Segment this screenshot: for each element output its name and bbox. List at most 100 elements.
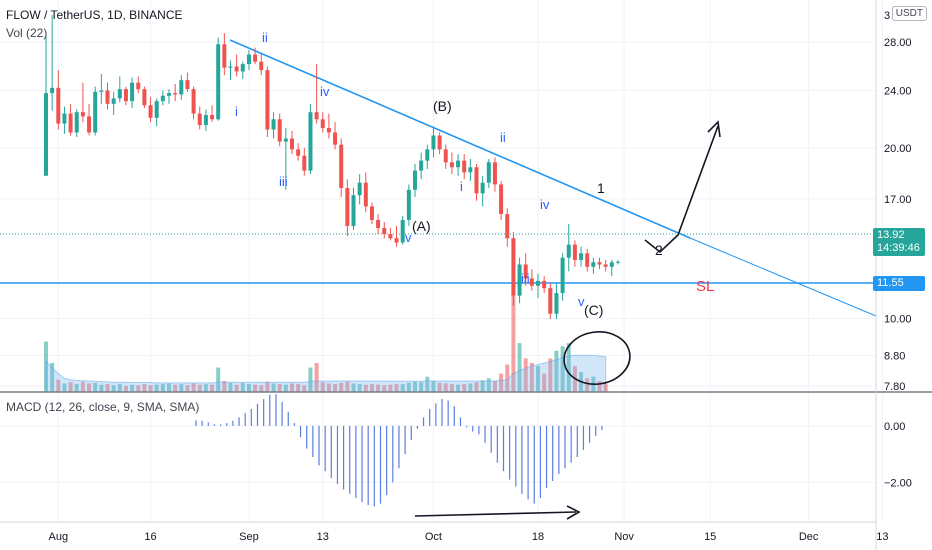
volume-bar — [246, 384, 251, 392]
volume-legend[interactable]: Vol (22) — [6, 26, 48, 40]
candle-body — [179, 80, 184, 95]
candlestick-series — [44, 15, 620, 320]
candle-body — [425, 149, 430, 161]
volume-bar — [148, 385, 153, 392]
candle-body — [277, 119, 282, 142]
candle-body — [136, 82, 141, 90]
candle-body — [80, 112, 85, 117]
wave-label: iii — [521, 271, 530, 286]
volume-bar — [105, 384, 110, 392]
volume-bar — [339, 382, 344, 392]
volume-bar — [136, 385, 141, 392]
volume-bar — [99, 384, 104, 392]
volume-bar — [203, 384, 208, 392]
candle-body — [333, 132, 338, 145]
volume-bar — [443, 383, 448, 392]
candle-body — [253, 54, 258, 62]
volume-bar — [117, 384, 122, 392]
volume-bar — [234, 384, 239, 392]
volume-bar — [56, 379, 61, 392]
volume-bar — [499, 373, 504, 392]
current-price-value: 13.92 — [877, 229, 905, 241]
time-axis[interactable]: Aug 16 Sep 13 Oct 18 Nov 15 Dec 13 — [49, 531, 889, 543]
macd-axis[interactable]: 0.00 −2.00 — [884, 421, 912, 490]
time-tick-label: Sep — [239, 531, 259, 543]
candle-body — [554, 293, 559, 314]
volume-bar — [536, 366, 540, 392]
candle-body — [579, 253, 584, 260]
volume-bar — [468, 383, 473, 392]
volume-bar — [585, 378, 590, 392]
volume-bar — [486, 378, 491, 392]
volume-bar — [413, 381, 417, 392]
symbol-legend[interactable]: FLOW / TetherUS, 1D, BINANCE — [6, 8, 183, 22]
candle-body — [326, 127, 331, 133]
volume-ma-area — [45, 354, 607, 393]
descending-trendline-extension — [689, 237, 877, 317]
volume-bar — [222, 381, 227, 392]
time-tick-label: 15 — [704, 531, 716, 543]
candle-body — [142, 89, 147, 106]
volume-bar — [363, 384, 368, 392]
candle-body — [117, 89, 122, 99]
volume-bar — [130, 384, 135, 392]
volume-bar — [474, 382, 479, 392]
candle-body — [474, 167, 479, 194]
volume-bar — [185, 385, 190, 392]
candle-body — [560, 257, 565, 294]
volume-bar — [228, 382, 233, 392]
volume-bar — [62, 383, 67, 392]
candle-body — [148, 105, 153, 118]
volume-bar — [437, 382, 442, 392]
macd-legend[interactable]: MACD (12, 26, close, 9, SMA, SMA) — [6, 400, 200, 414]
candle-body — [271, 119, 276, 130]
candle-body — [302, 155, 307, 171]
volume-bar — [111, 385, 116, 392]
candle-body — [468, 167, 473, 173]
volume-bar — [511, 285, 516, 392]
candle-body — [517, 264, 522, 296]
volume-bar — [548, 358, 553, 392]
candle-body — [240, 64, 245, 72]
time-tick-label: 13 — [876, 531, 888, 543]
volume-bar — [320, 382, 325, 392]
volume-bar — [566, 343, 571, 392]
volume-bar — [283, 384, 288, 392]
candle-body — [566, 244, 571, 258]
volume-bar — [302, 385, 307, 392]
wave-label: i — [460, 179, 463, 194]
volume-bar — [240, 382, 245, 392]
volume-bar — [253, 384, 258, 392]
candle-body — [339, 144, 344, 189]
candle-body — [363, 182, 368, 207]
currency-badge[interactable]: USDT — [891, 6, 927, 21]
price-tick-label: 28.00 — [884, 37, 912, 49]
candle-body — [376, 219, 381, 228]
candle-body — [542, 280, 547, 289]
volume-bar — [277, 384, 282, 392]
volume-bar — [529, 362, 534, 392]
candle-body — [185, 80, 190, 90]
candle-body — [314, 112, 319, 120]
volume-bar — [123, 385, 128, 392]
time-tick-label: 13 — [317, 531, 329, 543]
candle-body — [351, 195, 356, 226]
candle-body — [443, 149, 448, 163]
volume-bar — [480, 380, 485, 392]
candle-body — [265, 70, 270, 130]
candle-body — [234, 66, 239, 72]
time-tick-label: Aug — [49, 531, 69, 543]
volume-bar — [154, 384, 159, 392]
candle-body — [609, 262, 614, 267]
volume-bar — [265, 381, 270, 392]
volume-bar — [50, 362, 55, 392]
candle-body — [357, 182, 362, 196]
volume-bar — [333, 384, 338, 392]
volume-bar — [560, 346, 565, 392]
wave-label: iv — [540, 197, 550, 212]
volume-bar — [462, 384, 467, 392]
candle-body — [44, 93, 48, 176]
candle-body — [290, 138, 294, 150]
